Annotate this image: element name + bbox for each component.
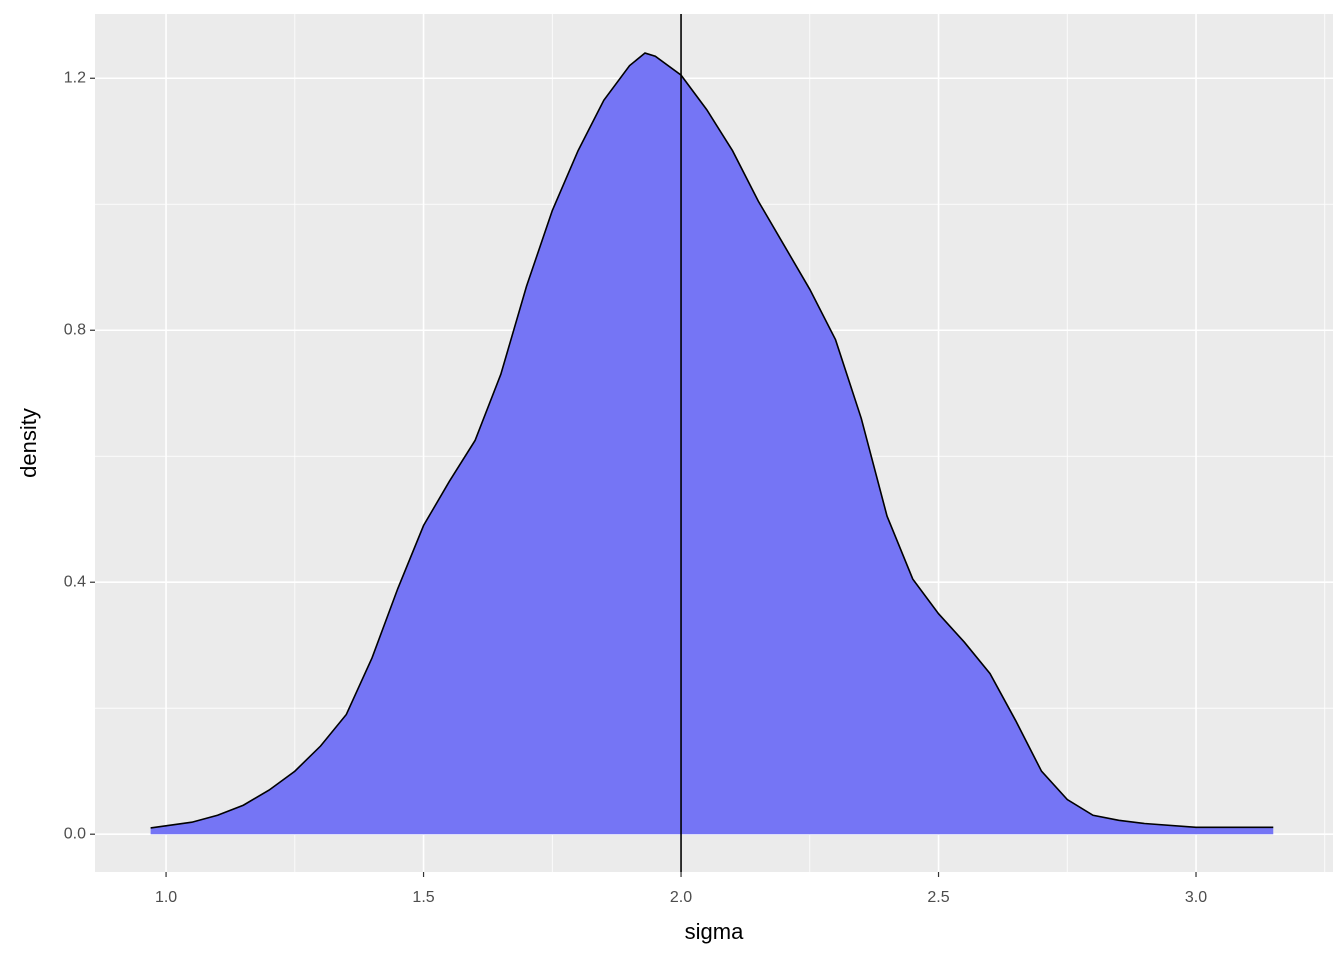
x-tick-label: 2.5: [927, 889, 949, 906]
density-area: [150, 53, 1274, 835]
x-tick-label: 1.5: [412, 889, 434, 906]
x-tick-label: 3.0: [1185, 889, 1207, 906]
x-tick-label: 2.0: [670, 889, 692, 906]
density-line: [150, 52, 1274, 829]
x-axis-title: sigma: [685, 919, 744, 944]
x-tick-label: 1.0: [155, 889, 177, 906]
y-axis-title: density: [16, 408, 41, 478]
y-tick-label: 0.0: [64, 825, 86, 842]
y-tick-label: 1.2: [64, 69, 86, 86]
y-tick-label: 0.4: [64, 573, 86, 590]
y-tick-label: 0.8: [64, 321, 86, 338]
